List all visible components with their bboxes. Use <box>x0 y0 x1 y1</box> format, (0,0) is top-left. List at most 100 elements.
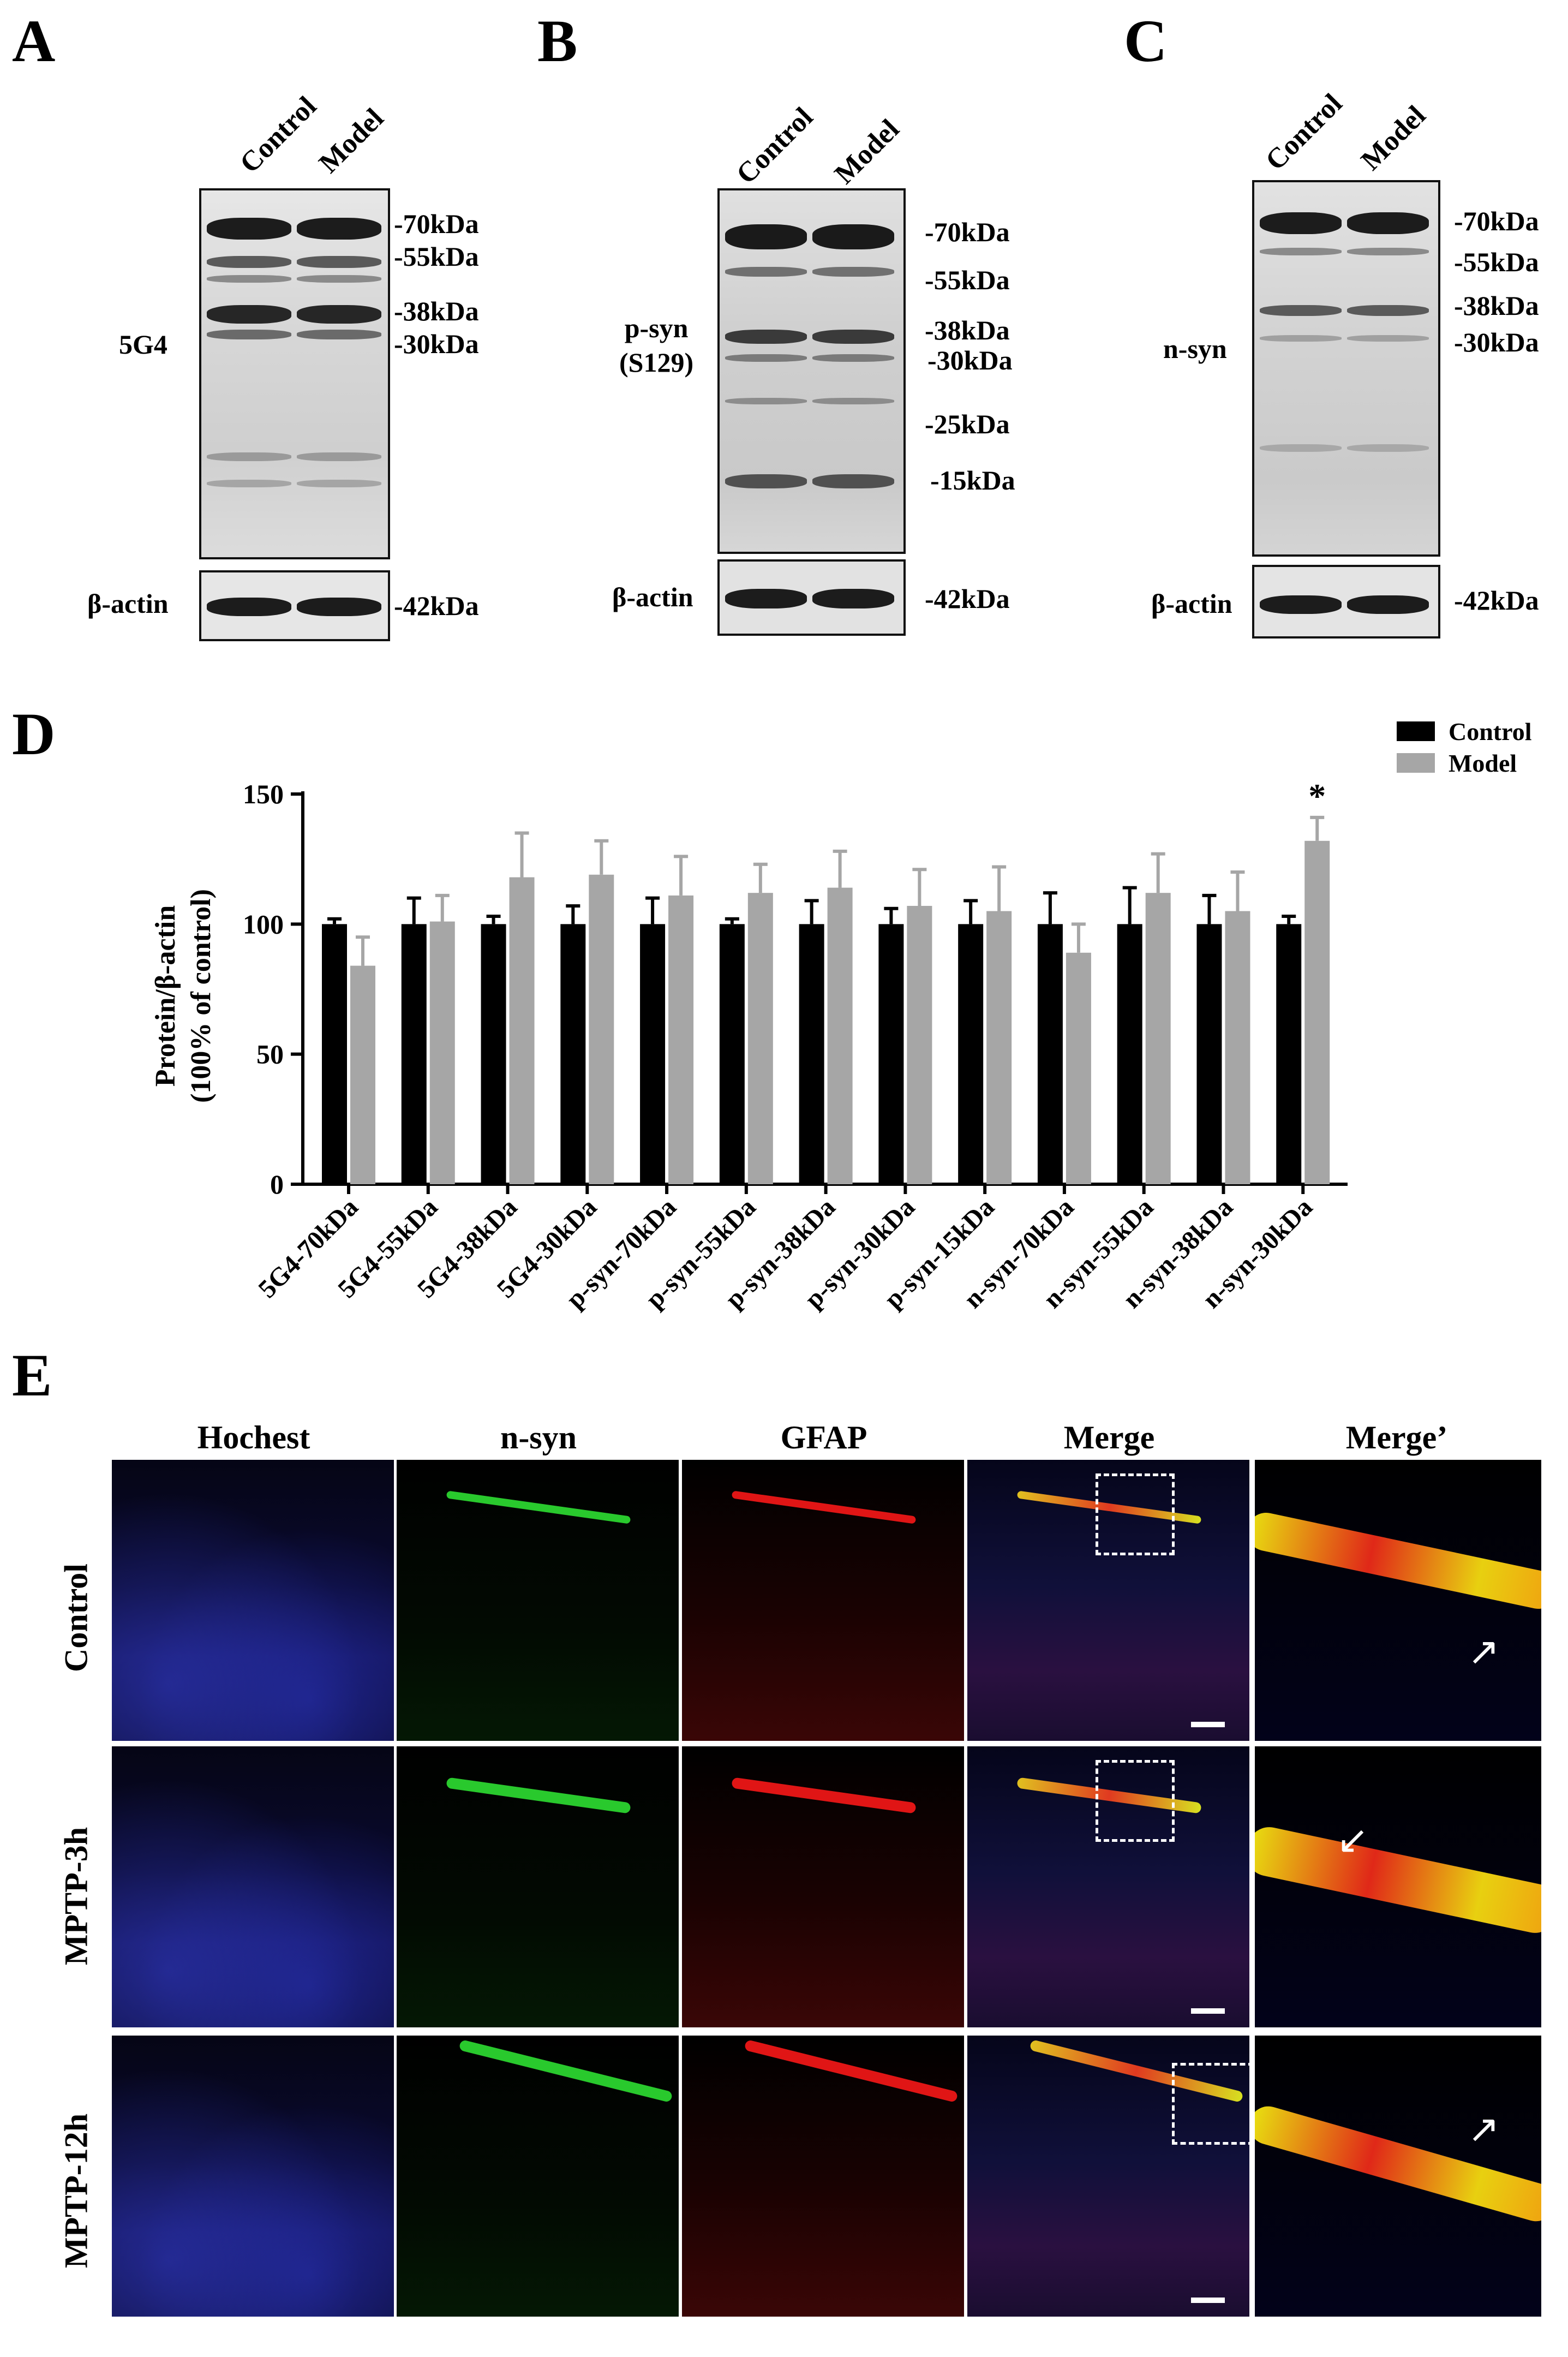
mw-marker: -38kDa <box>394 296 479 326</box>
bar-model-5g4-38kda <box>509 877 535 1184</box>
legend-label-model: Model <box>1449 749 1517 777</box>
mw-marker: -30kDa <box>394 329 479 359</box>
fiber-signal <box>446 1777 631 1814</box>
bar-model-p-syn-55kda <box>747 893 773 1184</box>
zoom-region-box <box>1096 1760 1175 1842</box>
lane-label-control: Control <box>234 91 323 180</box>
bar-control-p-syn-30kda <box>878 924 904 1184</box>
bar-control-5g4-30kda <box>560 924 586 1184</box>
row-header-control: Control <box>58 1564 94 1672</box>
bar-control-5g4-55kda <box>401 924 427 1184</box>
column-header-gfap: GFAP <box>780 1419 867 1455</box>
lane-label-model: Model <box>1355 99 1432 177</box>
mw-marker: -42kDa <box>925 583 1010 614</box>
mw-marker: -38kDa <box>925 315 1010 345</box>
mw-marker: -15kDa <box>930 465 1015 496</box>
legend-label-control: Control <box>1449 718 1532 745</box>
loading-blot-image <box>199 570 390 641</box>
column-header-merge: Merge <box>1063 1419 1155 1455</box>
bar-model-p-syn-15kda <box>986 911 1012 1184</box>
y-tick-label: 50 <box>256 1039 284 1070</box>
antibody-label-line1: p-syn <box>624 313 689 343</box>
mw-marker: -25kDa <box>925 409 1010 439</box>
mw-marker: -38kDa <box>1454 290 1539 321</box>
fiber-signal-zoom <box>1255 1509 1541 1613</box>
loading-blot-image <box>717 559 906 636</box>
panel-label-d: D <box>12 701 56 767</box>
micrograph-mptp-12h-n-syn <box>397 2036 679 2317</box>
bar-model-p-syn-70kda <box>668 895 694 1184</box>
mw-marker: -55kDa <box>1454 247 1539 277</box>
row-header-mptp-3h: MPTP-3h <box>58 1827 94 1966</box>
lane-label-control: Control <box>730 102 819 190</box>
bar-control-p-syn-55kda <box>719 924 745 1184</box>
loading-control-label: β-actin <box>87 588 169 619</box>
column-header-hochest: Hochest <box>197 1419 310 1455</box>
blot-image <box>717 188 906 554</box>
panel-label-e: E <box>12 1342 52 1409</box>
fiber-signal <box>458 2039 673 2103</box>
fiber-signal <box>731 1490 917 1524</box>
bar-control-p-syn-70kda <box>640 924 666 1184</box>
zoom-region-box <box>1096 1473 1175 1555</box>
mw-marker: -70kDa <box>925 217 1010 247</box>
bar-model-5g4-30kda <box>589 874 614 1184</box>
mw-marker: -55kDa <box>394 241 479 272</box>
micrograph-mptp-3h-merge-zoom: ↙ <box>1255 1746 1541 2027</box>
micrograph-control-n-syn <box>397 1460 679 1741</box>
y-axis-label-line1: Protein/β-actin <box>150 905 181 1087</box>
micrograph-mptp-12h-merge-zoom: ↗ <box>1255 2036 1541 2317</box>
bar-model-n-syn-55kda <box>1145 893 1171 1184</box>
lane-label-control: Control <box>1259 88 1349 177</box>
fiber-signal <box>731 1777 917 1814</box>
y-tick-label: 100 <box>243 909 284 939</box>
lane-label-model: Model <box>828 113 906 190</box>
mw-marker: -70kDa <box>1454 206 1539 236</box>
scale-bar <box>1191 2008 1225 2014</box>
micrograph-mptp-3h-hochest <box>112 1746 394 2027</box>
arrow-icon: ↗ <box>1468 1629 1500 1674</box>
bar-chart: 0501001505G4-70kDa5G4-55kDa5G4-38kDa5G4-… <box>150 718 1532 1314</box>
bar-control-5g4-70kda <box>322 924 347 1184</box>
fiber-signal-zoom <box>1255 1823 1541 1937</box>
micrograph-control-merge <box>967 1460 1249 1741</box>
mw-marker: -42kDa <box>394 590 479 621</box>
blot-image <box>1252 180 1440 557</box>
bar-control-n-syn-38kda <box>1196 924 1222 1184</box>
bar-control-p-syn-38kda <box>799 924 824 1184</box>
mw-marker: -30kDa <box>1454 327 1539 357</box>
blot-image <box>199 188 390 559</box>
bar-model-5g4-70kda <box>350 965 375 1184</box>
bar-control-5g4-38kda <box>481 924 506 1184</box>
micrograph-mptp-3h-n-syn <box>397 1746 679 2027</box>
legend-swatch-model <box>1397 753 1435 773</box>
micrograph-mptp-3h-gfap <box>682 1746 964 2027</box>
bar-control-n-syn-30kda <box>1276 924 1302 1184</box>
zoom-region-box <box>1172 2063 1249 2145</box>
micrograph-mptp-3h-merge <box>967 1746 1249 2027</box>
y-tick-label: 150 <box>243 779 284 809</box>
bar-model-p-syn-30kda <box>907 905 932 1184</box>
arrow-icon: ↙ <box>1337 1817 1369 1862</box>
antibody-label: 5G4 <box>119 329 167 360</box>
bar-model-p-syn-38kda <box>827 887 853 1184</box>
bar-model-n-syn-70kda <box>1066 952 1091 1184</box>
row-header-mptp-12h: MPTP-12h <box>58 2113 94 2269</box>
bar-model-n-syn-38kda <box>1225 911 1250 1184</box>
bar-control-n-syn-70kda <box>1037 924 1063 1184</box>
legend-swatch-control <box>1397 721 1435 741</box>
micrograph-mptp-12h-merge <box>967 2036 1249 2317</box>
y-tick-label: 0 <box>270 1169 284 1200</box>
fiber-signal <box>744 2039 959 2103</box>
micrograph-control-gfap <box>682 1460 964 1741</box>
loading-blot-image <box>1252 565 1440 639</box>
bar-model-5g4-55kda <box>429 921 455 1184</box>
micrograph-control-merge-zoom: ↗ <box>1255 1460 1541 1741</box>
loading-control-label: β-actin <box>612 582 693 612</box>
mw-marker: -55kDa <box>925 265 1010 295</box>
arrow-icon: ↗ <box>1468 2107 1500 2151</box>
antibody-label: p-syn (S129) <box>619 311 693 379</box>
column-header-n-syn: n-syn <box>500 1419 577 1455</box>
mw-marker: -42kDa <box>1454 585 1539 616</box>
loading-control-label: β-actin <box>1151 588 1232 619</box>
